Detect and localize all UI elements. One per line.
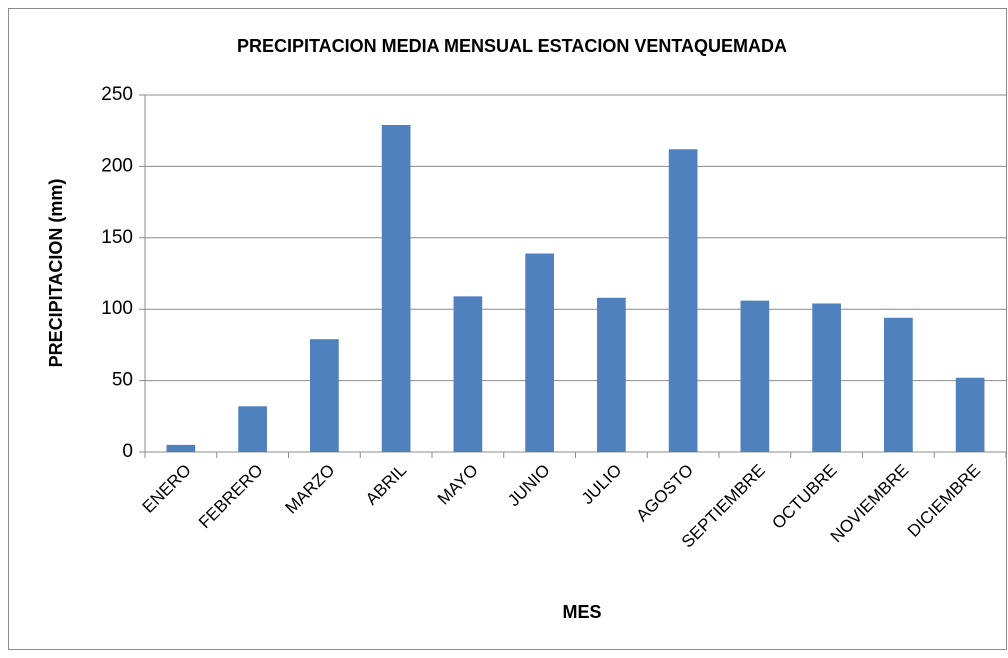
chart-title: PRECIPITACION MEDIA MENSUAL ESTACION VEN… <box>237 36 787 56</box>
bar <box>812 303 841 452</box>
y-tick-label: 250 <box>101 84 133 105</box>
bar <box>238 406 267 452</box>
bar <box>453 296 483 452</box>
y-tick-label: 200 <box>101 155 133 176</box>
y-tick-label: 150 <box>101 227 133 248</box>
bar <box>381 124 411 452</box>
y-tick-label: 0 <box>122 441 133 462</box>
bar <box>166 444 196 452</box>
bar <box>884 317 913 452</box>
bar <box>525 253 554 452</box>
y-tick-label: 100 <box>101 298 133 319</box>
y-axis-title: PRECIPITACION (mm) <box>46 179 66 368</box>
y-tick-label: 50 <box>112 370 133 391</box>
x-axis-title: MES <box>562 602 601 622</box>
chart-border <box>8 8 1007 650</box>
bar <box>597 297 626 452</box>
bar <box>668 149 698 452</box>
bar <box>740 300 770 452</box>
bar <box>955 377 985 452</box>
bar <box>310 339 339 452</box>
